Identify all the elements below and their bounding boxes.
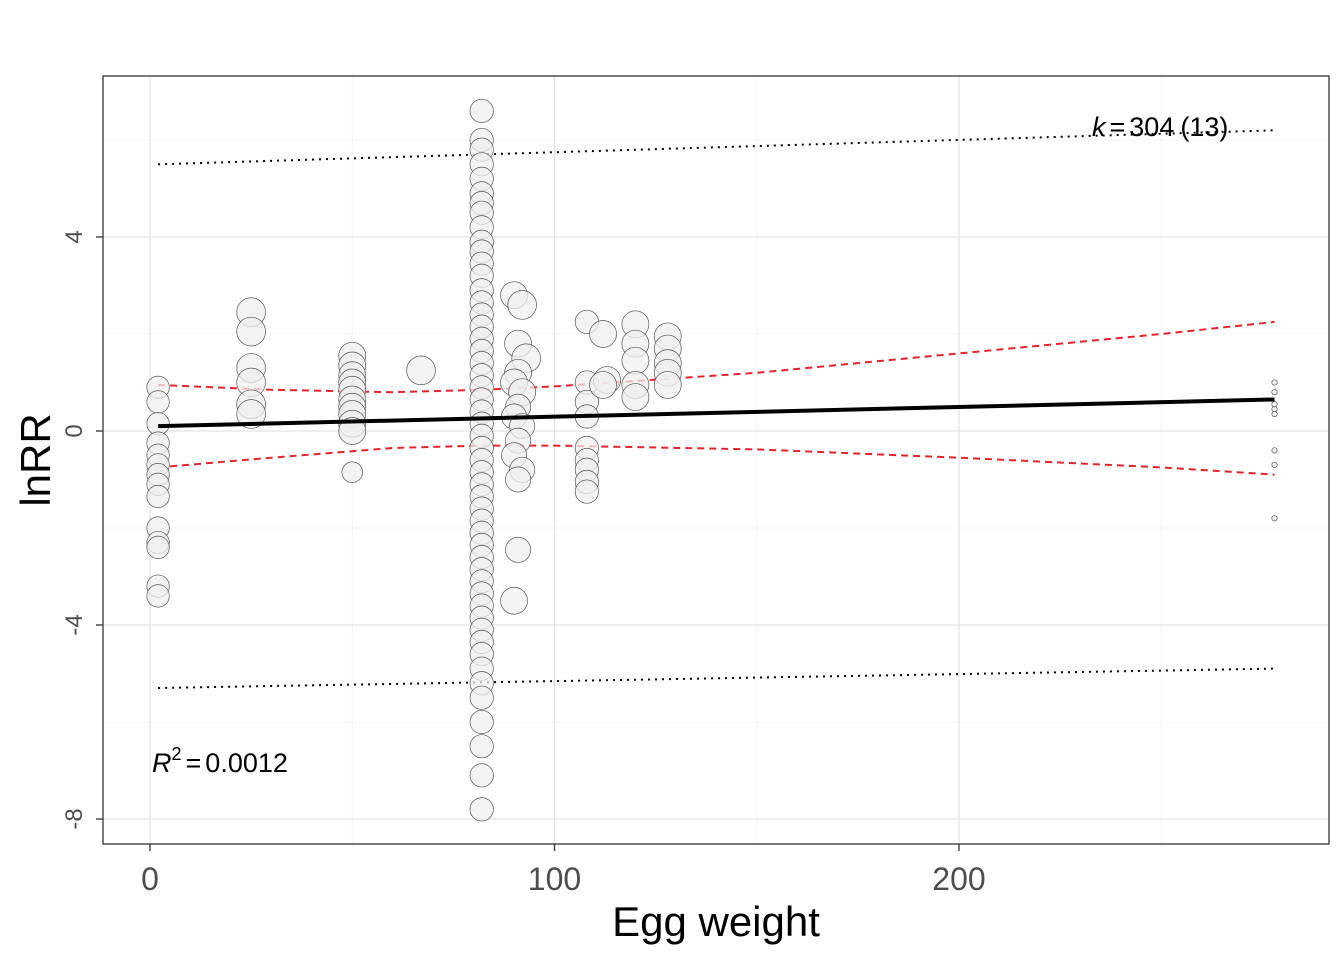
data-point (469, 98, 494, 123)
data-point (469, 797, 494, 822)
data-point (507, 290, 537, 320)
data-point (1271, 389, 1278, 396)
x-tick-label: 200 (932, 861, 985, 897)
data-point (469, 709, 494, 735)
data-point (236, 316, 266, 347)
data-point (1271, 379, 1278, 386)
data-points (146, 98, 1278, 822)
x-tick-label: 0 (141, 861, 159, 897)
y-tick-label: -8 (61, 808, 88, 829)
data-point (146, 390, 170, 414)
data-point (589, 371, 617, 399)
data-point (621, 383, 650, 411)
data-point (469, 685, 494, 710)
r-squared-exponent: 2 (172, 744, 182, 764)
y-tick-label: -4 (61, 614, 88, 635)
r-squared-symbol: R (152, 748, 172, 778)
k-annotation: k = 304 (13) (1092, 112, 1228, 142)
interval-bands (158, 129, 1275, 689)
plot-border (102, 75, 1330, 845)
data-point (500, 586, 528, 615)
r-squared-equals: = (186, 748, 202, 778)
data-point (1271, 447, 1278, 454)
data-point (338, 417, 367, 445)
data-point (505, 466, 532, 493)
data-point (574, 479, 599, 504)
k-equals: = (1110, 112, 1126, 142)
y-axis-title: lnRR (12, 413, 59, 506)
data-point (146, 535, 170, 560)
k-symbol: k (1092, 112, 1107, 142)
data-point (236, 399, 266, 429)
y-tick-label: 4 (61, 230, 88, 243)
k-count: (13) (1180, 112, 1228, 142)
data-point (1271, 410, 1278, 418)
fit-layer (158, 397, 1275, 429)
data-point (1271, 461, 1278, 468)
r-squared-annotation: R2 = 0.0012 (152, 744, 288, 778)
data-point (505, 536, 532, 563)
data-point (653, 371, 682, 399)
data-point (589, 320, 617, 348)
axis-ticks: 0 100 200 -8 -4 0 4 (61, 230, 986, 897)
data-point (469, 763, 494, 788)
data-point (406, 355, 436, 386)
plot-background (103, 76, 1329, 844)
data-point (469, 734, 494, 759)
x-axis-title: Egg weight (612, 898, 820, 945)
r-squared-value: 0.0012 (205, 748, 288, 778)
k-value: 304 (1129, 112, 1174, 142)
data-point (1271, 515, 1278, 522)
x-tick-label: 100 (528, 861, 581, 897)
grid (103, 76, 1329, 844)
confidence-interval-lower (158, 444, 1275, 476)
data-point (621, 346, 650, 375)
data-point (146, 584, 170, 608)
data-point (341, 461, 363, 483)
y-tick-label: 0 (61, 424, 88, 437)
regression-line (158, 397, 1275, 429)
data-point (146, 484, 170, 509)
confidence-interval-upper (158, 320, 1275, 394)
